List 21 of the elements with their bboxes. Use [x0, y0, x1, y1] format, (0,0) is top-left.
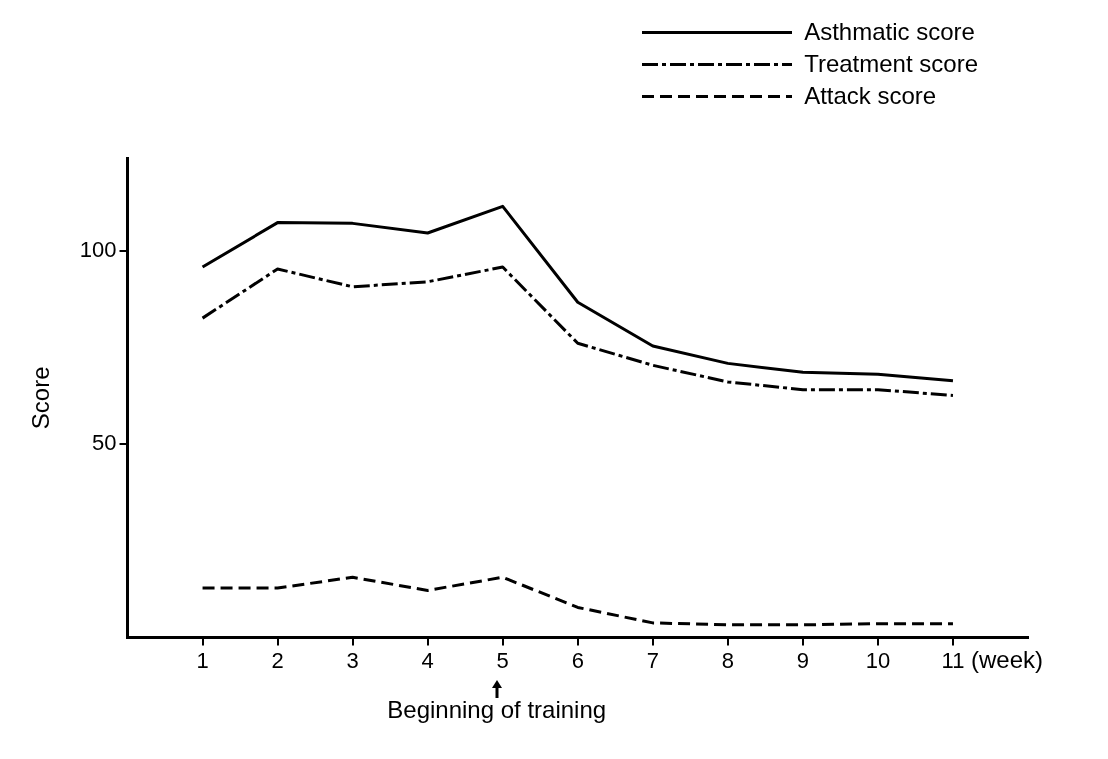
text: Beginning of training [387, 696, 607, 724]
legend-label: Treatment score [804, 49, 978, 79]
y-axis-title: Score [27, 366, 55, 430]
line-series [201, 575, 955, 627]
x-tick-label: 9 [796, 647, 809, 673]
x-tick-label: 10 [865, 647, 891, 673]
x-tick-label: 1 [196, 647, 209, 673]
x-tick-label: 7 [646, 647, 659, 673]
legend-label: Asthmatic score [804, 17, 975, 47]
x-tick-label: 8 [721, 647, 734, 673]
x-axis-title: (week) [970, 646, 1043, 674]
x-tick-label: 6 [571, 647, 584, 673]
x-tick-label: 3 [346, 647, 359, 673]
line-series [201, 265, 955, 397]
x-tick-label: 11 [941, 647, 965, 673]
x-tick-label: 5 [496, 647, 509, 673]
y-tick-label: 100 [79, 236, 117, 262]
legend-label: Attack score [804, 81, 937, 111]
x-tick-label: 2 [271, 647, 284, 673]
y-tick-label: 50 [92, 430, 117, 456]
x-tick-label: 4 [421, 647, 434, 673]
